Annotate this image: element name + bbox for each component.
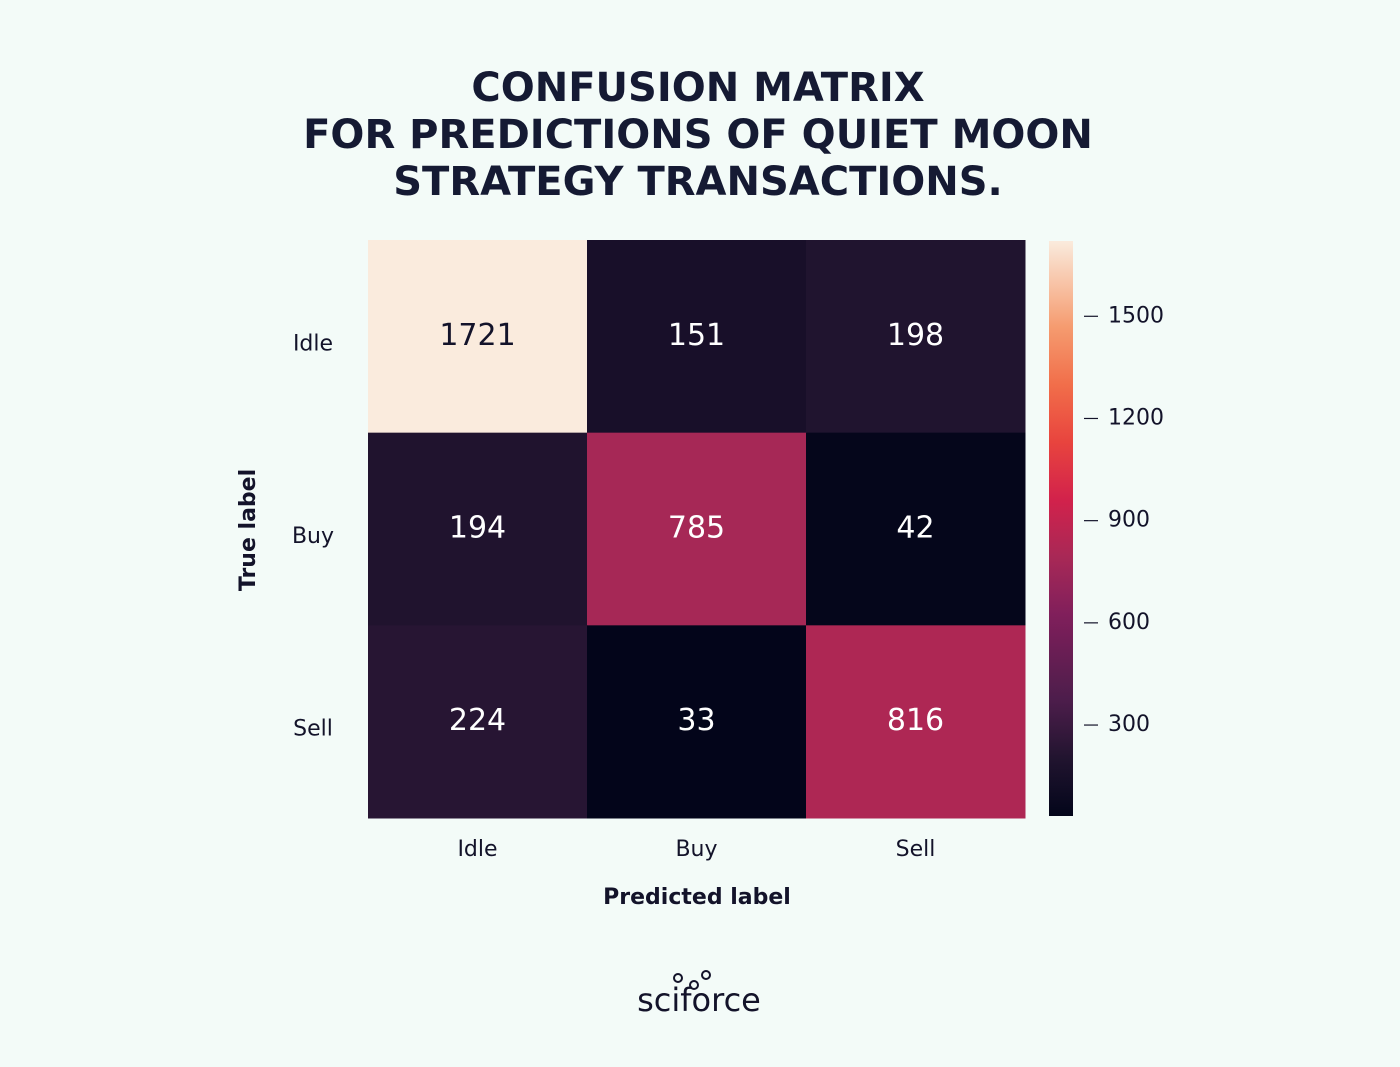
cell-value-label: 33 [677, 703, 715, 738]
cell-value-label: 816 [887, 703, 944, 738]
cell-value-label: 198 [887, 318, 944, 353]
cell-value-label: 1721 [439, 318, 515, 353]
heatmap-cell [368, 625, 588, 819]
colorbar-tick-label: 600 [1108, 610, 1150, 635]
colorbar-tick-label: 300 [1108, 712, 1150, 737]
heatmap-cell [587, 240, 807, 434]
chart-title: CONFUSION MATRIX [471, 65, 924, 111]
y-tick-label: Idle [293, 331, 333, 356]
x-tick-label: Idle [457, 837, 497, 862]
cell-value-label: 151 [668, 318, 725, 353]
heatmap-cell [806, 240, 1026, 434]
chart-title: STRATEGY TRANSACTIONS. [393, 159, 1003, 205]
x-axis-label: Predicted label [603, 885, 791, 910]
heatmap-cell [587, 432, 807, 626]
colorbar-tick-label: 1500 [1108, 303, 1164, 328]
x-tick-label: Buy [675, 837, 717, 862]
x-tick-label: Sell [896, 837, 936, 862]
y-tick-label: Buy [292, 524, 334, 549]
y-tick-label: Sell [293, 717, 333, 742]
heatmap-cell [368, 432, 588, 626]
logo-node [689, 980, 699, 990]
logo-node [701, 970, 711, 980]
y-axis-label: True label [236, 469, 261, 591]
heatmap-cell [587, 625, 807, 819]
heatmap-cell [368, 240, 588, 434]
brand-logo: sciforce [637, 970, 761, 1019]
cell-value-label: 194 [449, 511, 506, 546]
logo-node [673, 973, 683, 983]
cell-value-label: 224 [449, 703, 506, 738]
colorbar-tick-label: 1200 [1108, 405, 1164, 430]
heatmap-cell [806, 625, 1026, 819]
cell-value-label: 785 [668, 511, 725, 546]
chart-title: FOR PREDICTIONS OF QUIET MOON [303, 112, 1093, 158]
cell-value-label: 42 [896, 511, 934, 546]
colorbar [1049, 241, 1073, 816]
brand: sciforce [637, 981, 761, 1019]
colorbar-tick-label: 900 [1108, 508, 1150, 533]
heatmap-cell [806, 432, 1026, 626]
